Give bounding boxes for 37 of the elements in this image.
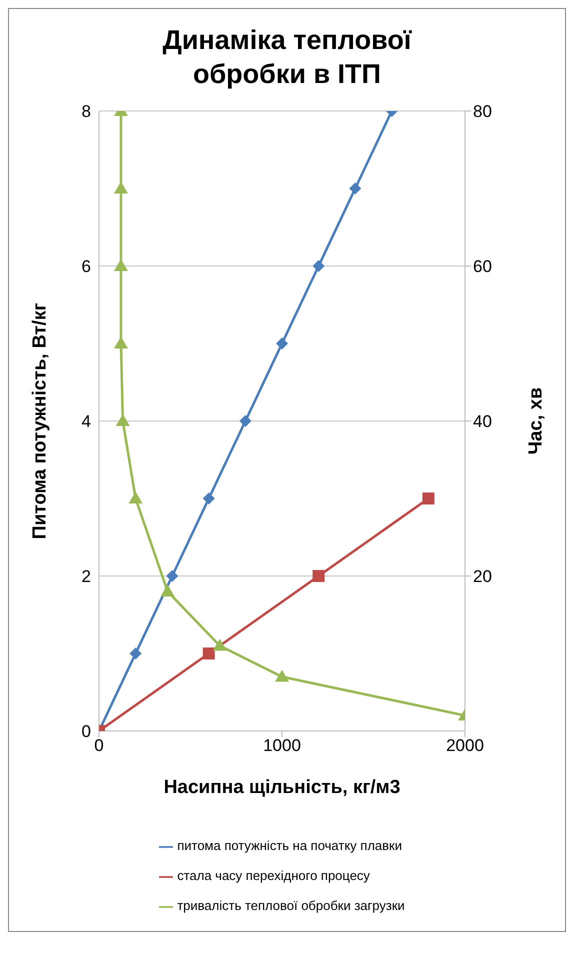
y-tick-label: 8 — [82, 102, 91, 122]
y2-tick-label: 80 — [473, 102, 492, 122]
y2-tick-label: 40 — [473, 412, 492, 432]
x-axis-title: Насипна щільність, кг/м3 — [164, 777, 400, 798]
x-tick-label: 1000 — [263, 736, 301, 756]
point — [275, 670, 289, 682]
point — [128, 492, 143, 504]
legend-label: стала часу перехідного процесу — [177, 868, 370, 883]
point — [114, 336, 128, 348]
point — [312, 570, 325, 582]
point — [202, 648, 215, 660]
point — [422, 492, 434, 504]
y2-tick-label: 20 — [473, 567, 492, 586]
point — [166, 570, 178, 582]
point — [349, 182, 362, 194]
point — [202, 492, 215, 504]
point — [114, 259, 128, 271]
point — [130, 648, 142, 660]
y-tick-label: 6 — [82, 257, 91, 276]
chart-title: Динаміка теплової обробки в ІТП — [162, 24, 413, 91]
point — [114, 182, 128, 194]
y-tick-label: 0 — [82, 722, 91, 742]
point — [116, 414, 130, 426]
point — [160, 584, 175, 596]
y2-tick-label: 60 — [473, 257, 492, 276]
y-axis-title: Питома потужність, Вт/кг — [30, 302, 51, 540]
point — [276, 338, 288, 350]
y2-axis-title: Час, хв — [526, 387, 547, 455]
y-tick-label: 2 — [82, 567, 91, 586]
x-tick-label: 0 — [94, 736, 104, 756]
legend-label: питома потужність на початку плавки — [177, 838, 402, 853]
point — [239, 415, 252, 427]
point — [312, 260, 325, 272]
legend-label: тривалість теплової обробки загрузки — [177, 898, 405, 913]
y-tick-label: 4 — [82, 412, 91, 432]
point — [212, 638, 227, 651]
x-tick-label: 2000 — [446, 736, 484, 756]
